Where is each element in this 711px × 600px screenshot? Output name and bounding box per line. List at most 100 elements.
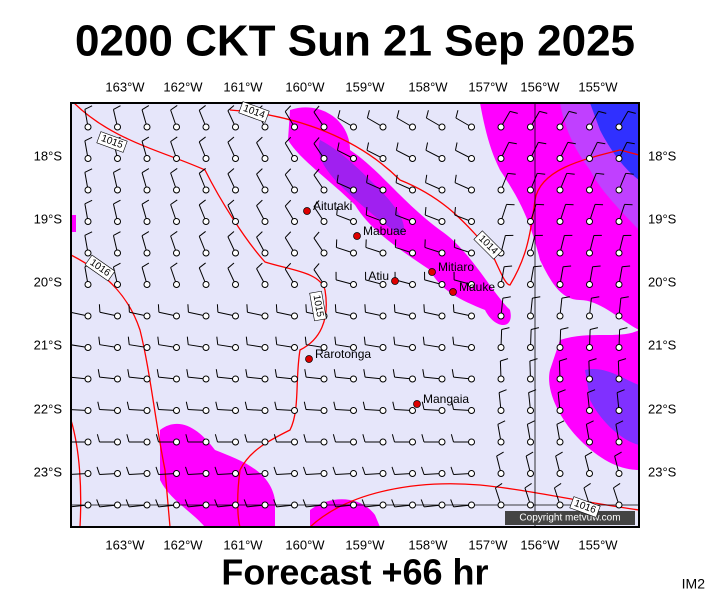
image-id: IM2 <box>682 576 706 592</box>
wind-barb <box>528 389 537 394</box>
wind-station <box>409 186 416 194</box>
place-dot <box>413 400 421 408</box>
wind-barb <box>586 420 594 425</box>
wind-barb <box>84 136 93 142</box>
wind-barb <box>141 105 150 111</box>
wind-station <box>320 249 328 257</box>
wind-barb <box>302 499 307 508</box>
wind-station <box>379 312 387 320</box>
wind-station <box>202 470 210 477</box>
wind-station <box>468 470 475 477</box>
wind-station <box>556 249 564 257</box>
wind-barb <box>227 199 235 206</box>
latitude-label: 20°S <box>648 274 677 289</box>
wind-station <box>409 375 416 383</box>
wind-barb <box>561 296 570 299</box>
wind-barb <box>425 142 429 151</box>
wind-barb <box>425 110 429 119</box>
wind-barb <box>504 265 513 268</box>
wind-barb <box>626 141 635 145</box>
copyright-box <box>505 511 635 525</box>
wind-station <box>586 312 593 320</box>
wind-barb <box>333 401 337 410</box>
wind-station <box>232 375 239 383</box>
wind-barb <box>425 174 428 183</box>
wind-station <box>379 155 387 162</box>
wind-barb <box>336 142 340 151</box>
wind-barb <box>421 401 425 410</box>
wind-station <box>202 501 210 509</box>
wind-station <box>114 470 121 477</box>
wind-barb <box>284 168 292 175</box>
wind-station <box>586 438 593 446</box>
longitude-label: 160°W <box>285 79 325 94</box>
wind-station <box>527 438 534 446</box>
wind-station <box>468 375 475 383</box>
wind-station <box>409 281 416 288</box>
wind-station <box>84 407 92 414</box>
wind-station <box>84 186 92 194</box>
wind-station <box>202 249 210 257</box>
latitude-label: 23°S <box>34 464 63 479</box>
longitude-label: 156°W <box>520 79 560 94</box>
wind-barb <box>451 369 455 378</box>
wind-station <box>468 312 475 320</box>
wind-barb <box>244 466 248 475</box>
wind-station <box>143 312 151 320</box>
wind-station <box>556 123 564 131</box>
wind-station <box>586 249 593 257</box>
wind-station <box>527 281 534 288</box>
wind-station <box>114 123 121 131</box>
wind-station <box>143 155 151 162</box>
wind-station <box>143 470 151 477</box>
wind-station <box>615 344 623 351</box>
wind-barb <box>284 199 292 207</box>
wind-barb <box>96 499 101 508</box>
wind-station <box>291 218 298 225</box>
wind-barb <box>214 434 218 443</box>
wind-barb <box>334 336 337 345</box>
wind-barb <box>568 110 577 114</box>
wind-barb <box>454 207 456 216</box>
wind-barb <box>313 105 320 113</box>
wind-station <box>350 375 357 383</box>
wind-barb <box>559 358 568 362</box>
wind-station <box>409 438 416 446</box>
wind-station <box>202 123 210 131</box>
wind-station <box>261 470 269 477</box>
wind-station <box>527 375 534 383</box>
wind-station <box>320 155 328 162</box>
wind-station <box>143 501 151 509</box>
wind-barb <box>284 231 292 238</box>
latitude-label: 19°S <box>34 211 63 226</box>
wind-barb <box>313 137 320 144</box>
wind-barb <box>422 369 425 378</box>
wind-barb <box>244 401 248 410</box>
wind-station <box>261 186 269 194</box>
wind-barb <box>84 231 93 236</box>
wind-barb <box>421 434 425 443</box>
wind-barb <box>186 336 189 345</box>
longitude-label: 162°W <box>163 537 203 552</box>
wind-station <box>261 438 269 446</box>
wind-barb <box>501 327 510 330</box>
wind-barb <box>336 207 338 216</box>
wind-station <box>173 501 180 509</box>
wind-station <box>586 344 593 351</box>
wind-barb <box>113 262 121 268</box>
wind-station <box>379 186 387 194</box>
wind-station <box>232 249 239 257</box>
wind-station <box>84 470 92 477</box>
isobar-label-box <box>96 131 128 153</box>
wind-station <box>497 375 505 383</box>
wind-barb <box>332 466 336 475</box>
wind-station <box>84 218 92 225</box>
wind-station <box>438 218 446 225</box>
wind-barb <box>567 141 576 145</box>
wind-station <box>409 312 416 320</box>
wind-station <box>202 312 210 320</box>
wind-station <box>84 344 92 351</box>
wind-station <box>497 281 505 288</box>
wind-barb <box>362 434 366 443</box>
wind-station <box>379 438 387 446</box>
